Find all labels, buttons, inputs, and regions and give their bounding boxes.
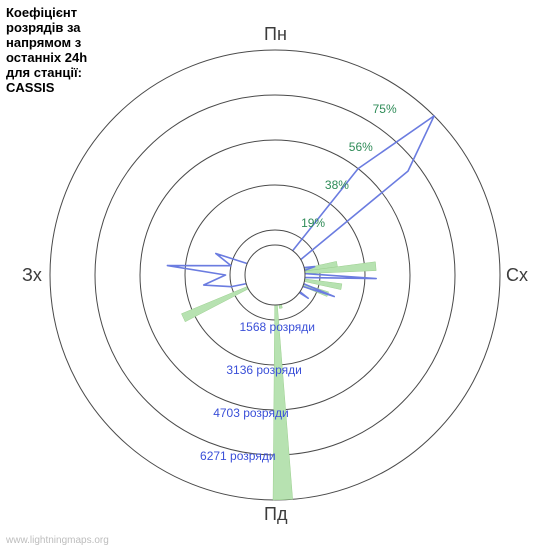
chart-container: Коефіцієнт розрядів за напрямом з останн… xyxy=(0,0,550,550)
pct-label: 75% xyxy=(373,102,397,116)
strike-label: 6271 розряди xyxy=(200,449,276,463)
strike-label: 4703 розряди xyxy=(213,406,289,420)
compass-east: Сх xyxy=(506,265,528,286)
pct-label: 56% xyxy=(349,140,373,154)
compass-west: Зх xyxy=(22,265,42,286)
footer-link[interactable]: www.lightningmaps.org xyxy=(6,535,109,546)
pct-label: 38% xyxy=(325,178,349,192)
strike-label: 1568 розряди xyxy=(240,320,316,334)
chart-title: Коефіцієнт розрядів за напрямом з останн… xyxy=(6,6,116,96)
strike-label: 3136 розряди xyxy=(226,363,302,377)
compass-north: Пн xyxy=(264,24,287,45)
compass-south: Пд xyxy=(264,504,287,525)
pct-label: 19% xyxy=(301,216,325,230)
